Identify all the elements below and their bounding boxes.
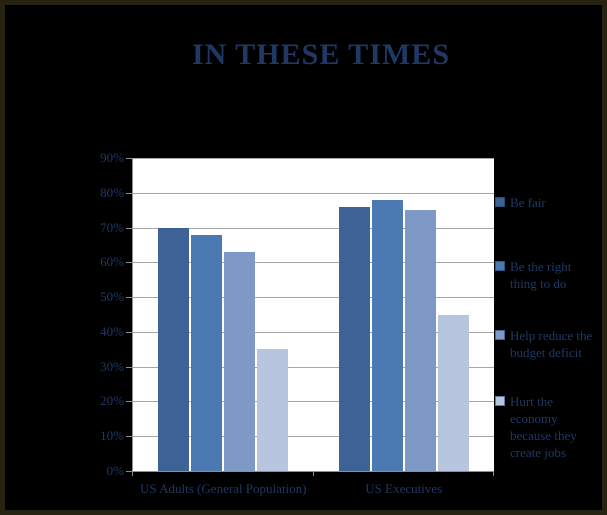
bar-2-3 <box>405 210 436 471</box>
bar-1-4 <box>257 349 288 471</box>
legend-swatch-icon <box>495 261 505 271</box>
y-tick <box>126 436 132 438</box>
y-tick <box>126 192 132 194</box>
y-tick-label: 80% <box>100 184 124 200</box>
gridline <box>133 158 494 159</box>
category-label: US Executives <box>365 481 443 496</box>
gridline <box>133 262 494 264</box>
gridline <box>133 436 494 438</box>
y-tick-label: 70% <box>100 219 124 235</box>
legend-swatch-icon <box>495 396 505 406</box>
y-tick <box>126 331 132 333</box>
gridline <box>133 331 494 333</box>
x-tick <box>132 471 133 476</box>
legend-label: Be fair <box>510 195 546 210</box>
legend-label: Hurt the economy because they create job… <box>510 394 577 460</box>
legend-item: Hurt the economy because they create job… <box>495 393 602 461</box>
gridline <box>133 366 494 368</box>
y-tick-label: 30% <box>100 358 124 374</box>
x-tick <box>493 471 494 476</box>
legend-swatch-icon <box>495 330 505 340</box>
gridline <box>133 401 494 403</box>
y-tick-label: 40% <box>100 323 124 339</box>
category-label: US Adults (General Population) <box>140 481 307 496</box>
legend-label: Be the right thing to do <box>510 259 572 291</box>
y-tick-label: 10% <box>100 428 124 444</box>
y-tick-label: 60% <box>100 254 124 270</box>
bar-2-2 <box>372 199 403 471</box>
gridline <box>133 192 494 194</box>
y-tick-label: 20% <box>100 393 124 409</box>
y-tick <box>126 401 132 403</box>
y-tick <box>126 158 132 159</box>
y-tick <box>126 297 132 299</box>
bar-2-1 <box>339 206 370 471</box>
gridline <box>133 297 494 299</box>
gridline <box>133 227 494 229</box>
bar-2-4 <box>438 314 469 471</box>
legend-swatch-icon <box>495 197 505 207</box>
legend-item: Be fair <box>495 194 602 211</box>
x-tick <box>313 471 314 476</box>
bar-1-3 <box>224 251 255 471</box>
y-tick <box>126 471 132 472</box>
y-tick <box>126 366 132 368</box>
legend-label: Help reduce the budget deficit <box>510 328 593 360</box>
legend-item: Help reduce the budget deficit <box>495 327 602 361</box>
bar-1-2 <box>191 234 222 471</box>
y-tick-label: 0% <box>106 463 124 478</box>
y-tick <box>126 262 132 264</box>
y-tick <box>126 227 132 229</box>
plot-area <box>126 158 494 476</box>
y-tick-label: 90% <box>100 150 124 165</box>
y-tick-label: 50% <box>100 289 124 305</box>
chart-title: IN THESE TIMES <box>192 38 450 71</box>
legend-item: Be the right thing to do <box>495 258 602 292</box>
bar-1-1 <box>158 227 189 471</box>
